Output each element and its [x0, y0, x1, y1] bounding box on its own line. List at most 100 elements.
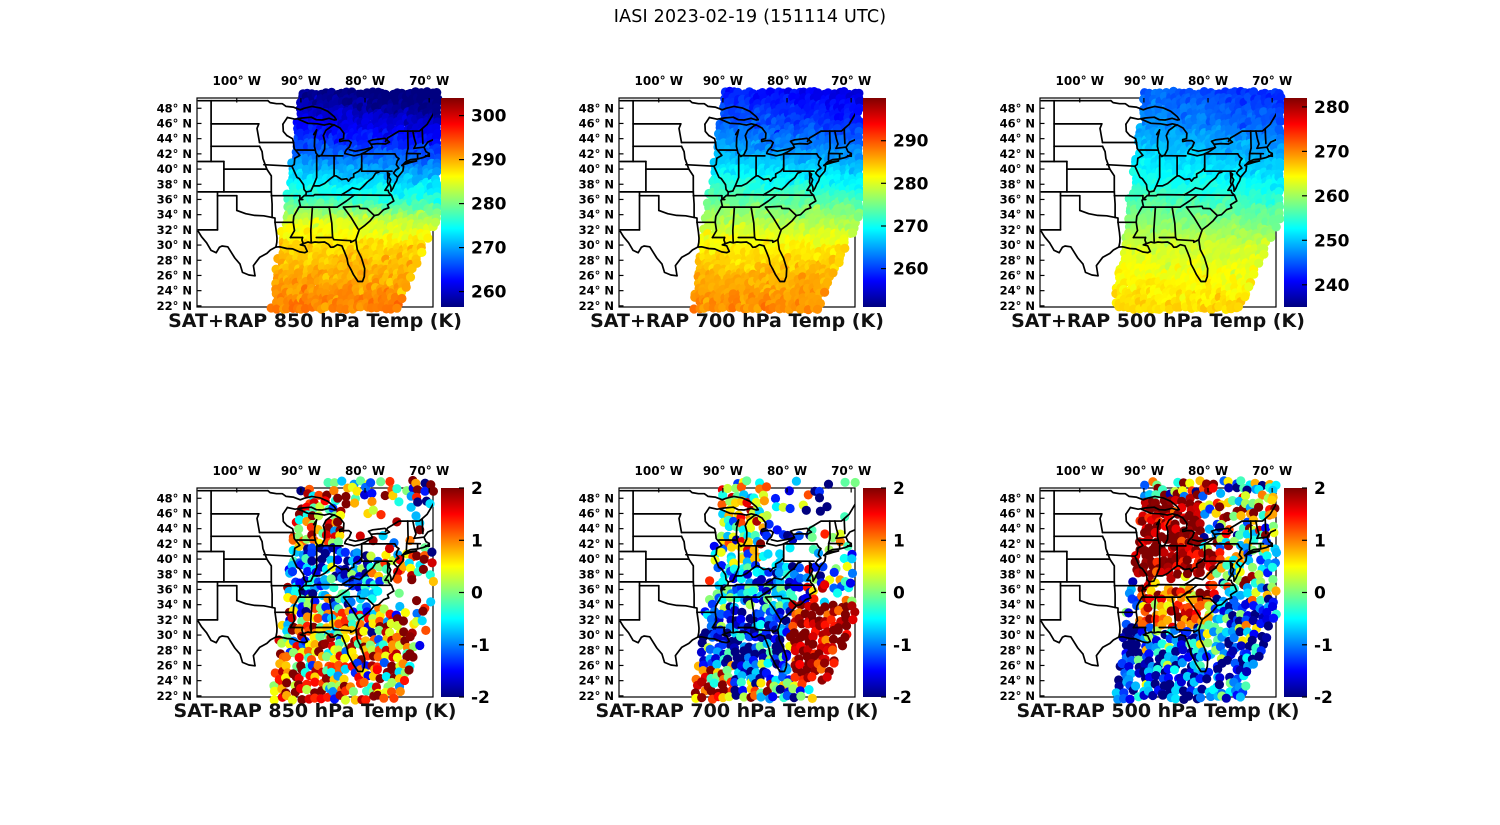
- svg-text:22° N: 22° N: [579, 299, 614, 313]
- svg-text:36° N: 36° N: [157, 192, 192, 206]
- svg-text:40° N: 40° N: [579, 162, 614, 176]
- svg-text:90° W: 90° W: [703, 74, 743, 88]
- svg-text:80° W: 80° W: [1188, 74, 1228, 88]
- svg-text:300: 300: [471, 107, 507, 127]
- svg-text:40° N: 40° N: [1000, 162, 1035, 176]
- svg-text:46° N: 46° N: [157, 506, 192, 520]
- svg-text:36° N: 36° N: [579, 192, 614, 206]
- svg-text:38° N: 38° N: [157, 567, 192, 581]
- svg-text:30° N: 30° N: [1000, 238, 1035, 252]
- svg-text:90° W: 90° W: [281, 74, 321, 88]
- svg-text:48° N: 48° N: [157, 491, 192, 505]
- svg-text:36° N: 36° N: [1000, 192, 1035, 206]
- svg-text:-1: -1: [471, 636, 490, 656]
- svg-text:280: 280: [471, 195, 507, 215]
- panel-title: SAT+RAP 500 hPa Temp (K): [1011, 310, 1305, 332]
- svg-text:80° W: 80° W: [345, 464, 385, 478]
- svg-text:28° N: 28° N: [157, 253, 192, 267]
- svg-text:34° N: 34° N: [579, 208, 614, 222]
- panel-sat-plus-rap-700: 100° W 90° W 80° W 70° W 48° N 46° N 44° N 42° …: [562, 55, 937, 360]
- svg-text:38° N: 38° N: [579, 177, 614, 191]
- svg-text:48° N: 48° N: [579, 101, 614, 115]
- svg-text:280: 280: [893, 174, 929, 194]
- svg-text:100° W: 100° W: [1056, 74, 1104, 88]
- map-canvas-850-analysis: 100° W 90° W 80° W 70° W 48° N 46° N 44° N 42° …: [140, 55, 515, 355]
- svg-text:260: 260: [471, 283, 507, 303]
- svg-text:28° N: 28° N: [579, 253, 614, 267]
- svg-text:24° N: 24° N: [157, 674, 192, 688]
- panel-sat-plus-rap-850: 100° W 90° W 80° W 70° W 48° N 46° N 44° N 42° …: [140, 55, 515, 360]
- panel-sat-minus-rap-700: 100° W 90° W 80° W 70° W 48° N 46° N 44° N 42° …: [562, 445, 937, 750]
- svg-text:260: 260: [893, 260, 929, 280]
- panel-sat-minus-rap-850: 100° W 90° W 80° W 70° W 48° N 46° N 44° N 42° …: [140, 445, 515, 750]
- svg-text:70° W: 70° W: [831, 74, 871, 88]
- svg-text:40° N: 40° N: [157, 552, 192, 566]
- svg-text:46° N: 46° N: [579, 116, 614, 130]
- svg-text:46° N: 46° N: [1000, 116, 1035, 130]
- svg-text:22° N: 22° N: [157, 299, 192, 313]
- svg-text:44° N: 44° N: [579, 132, 614, 146]
- svg-text:32° N: 32° N: [157, 613, 192, 627]
- panel-title: SAT+RAP 700 hPa Temp (K): [590, 310, 884, 332]
- svg-text:100° W: 100° W: [213, 74, 261, 88]
- panel-title: SAT-RAP 700 hPa Temp (K): [595, 700, 879, 722]
- svg-text:26° N: 26° N: [579, 268, 614, 282]
- svg-text:48° N: 48° N: [157, 101, 192, 115]
- svg-text:38° N: 38° N: [157, 177, 192, 191]
- panel-title: SAT-RAP 850 hPa Temp (K): [173, 700, 457, 722]
- svg-text:34° N: 34° N: [157, 598, 192, 612]
- svg-text:32° N: 32° N: [579, 223, 614, 237]
- svg-text:46° N: 46° N: [157, 116, 192, 130]
- svg-text:2: 2: [471, 479, 483, 499]
- svg-text:32° N: 32° N: [1000, 223, 1035, 237]
- panel-sat-minus-rap-500: 100° W 90° W 80° W 70° W 48° N 46° N 44° N 42° …: [983, 445, 1358, 750]
- svg-text:34° N: 34° N: [157, 208, 192, 222]
- svg-text:40° N: 40° N: [157, 162, 192, 176]
- svg-text:30° N: 30° N: [157, 238, 192, 252]
- svg-text:38° N: 38° N: [1000, 177, 1035, 191]
- map-canvas-500-analysis: 100° W 90° W 80° W 70° W 48° N 46° N 44° N 42° …: [983, 55, 1358, 355]
- svg-text:26° N: 26° N: [157, 268, 192, 282]
- svg-text:42° N: 42° N: [1000, 147, 1035, 161]
- svg-text:42° N: 42° N: [157, 537, 192, 551]
- svg-text:100° W: 100° W: [635, 74, 683, 88]
- svg-text:32° N: 32° N: [157, 223, 192, 237]
- svg-text:24° N: 24° N: [157, 284, 192, 298]
- svg-text:90° W: 90° W: [281, 464, 321, 478]
- panel-title: SAT-RAP 500 hPa Temp (K): [1016, 700, 1300, 722]
- svg-text:42° N: 42° N: [157, 147, 192, 161]
- svg-text:280: 280: [1314, 98, 1350, 118]
- map-canvas-500-diff: 100° W 90° W 80° W 70° W 48° N 46° N 44° N 42° …: [983, 445, 1358, 745]
- svg-text:290: 290: [471, 151, 507, 171]
- svg-text:70° W: 70° W: [409, 74, 449, 88]
- panel-title: SAT+RAP 850 hPa Temp (K): [168, 310, 462, 332]
- svg-text:1: 1: [471, 531, 483, 551]
- svg-text:270: 270: [1314, 142, 1350, 162]
- svg-text:80° W: 80° W: [767, 74, 807, 88]
- svg-text:28° N: 28° N: [1000, 253, 1035, 267]
- svg-text:30° N: 30° N: [157, 628, 192, 642]
- svg-text:70° W: 70° W: [409, 464, 449, 478]
- svg-text:48° N: 48° N: [1000, 101, 1035, 115]
- map-canvas-850-diff: 100° W 90° W 80° W 70° W 48° N 46° N 44° N 42° …: [140, 445, 515, 745]
- map-canvas-700-diff: 100° W 90° W 80° W 70° W 48° N 46° N 44° N 42° …: [562, 445, 937, 745]
- svg-text:90° W: 90° W: [1124, 74, 1164, 88]
- svg-text:100° W: 100° W: [213, 464, 261, 478]
- svg-text:80° W: 80° W: [345, 74, 385, 88]
- svg-text:22° N: 22° N: [157, 689, 192, 703]
- svg-text:0: 0: [471, 584, 483, 604]
- svg-text:270: 270: [893, 217, 929, 237]
- svg-text:70° W: 70° W: [1252, 74, 1292, 88]
- svg-text:-2: -2: [471, 688, 490, 708]
- panel-sat-plus-rap-500: 100° W 90° W 80° W 70° W 48° N 46° N 44° N 42° …: [983, 55, 1358, 360]
- svg-text:22° N: 22° N: [1000, 299, 1035, 313]
- svg-text:270: 270: [471, 239, 507, 259]
- svg-text:240: 240: [1314, 276, 1350, 296]
- svg-text:26° N: 26° N: [1000, 268, 1035, 282]
- svg-text:28° N: 28° N: [157, 643, 192, 657]
- svg-text:42° N: 42° N: [579, 147, 614, 161]
- svg-text:30° N: 30° N: [579, 238, 614, 252]
- svg-text:250: 250: [1314, 231, 1350, 251]
- svg-text:36° N: 36° N: [157, 582, 192, 596]
- svg-text:24° N: 24° N: [1000, 284, 1035, 298]
